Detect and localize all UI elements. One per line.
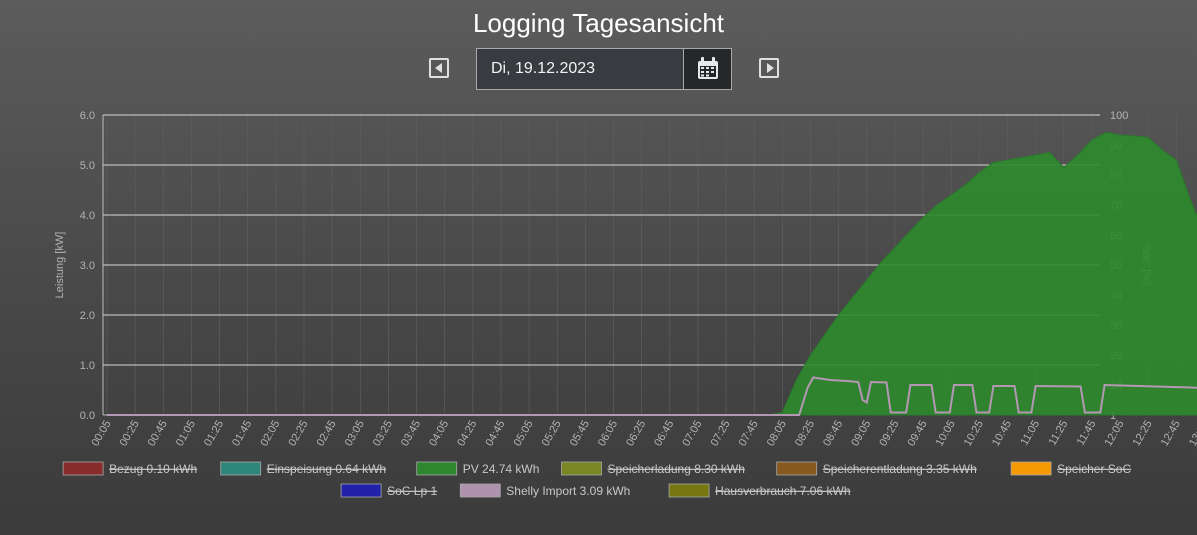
x-tick-label: 10:05: [934, 419, 958, 449]
x-tick-label: 13:05: [1187, 419, 1197, 449]
x-tick-label: 03:25: [371, 419, 395, 449]
legend-swatch: [561, 461, 602, 476]
legend-item: Speicherentladung 3.35 kWh: [823, 462, 977, 476]
x-tick-label: 10:45: [990, 419, 1014, 449]
y-left-tick-label: 1.0: [80, 360, 95, 372]
legend-swatch: [1010, 461, 1052, 476]
legend-item: Shelly Import 3.09 kWh: [506, 484, 630, 498]
legend-swatch: [62, 461, 104, 476]
legend-swatch: [416, 461, 458, 476]
x-tick-label: 09:45: [906, 419, 930, 449]
x-tick-label: 07:05: [680, 419, 704, 449]
x-tick-label: 03:45: [399, 419, 423, 449]
x-tick-label: 01:45: [230, 419, 254, 449]
x-tick-label: 12:05: [1102, 419, 1126, 449]
series-pv-area: [107, 131, 1197, 416]
legend-item: Speicherladung 8.30 kWh: [608, 462, 745, 476]
x-tick-label: 11:05: [1018, 419, 1042, 448]
legend-swatch: [340, 483, 382, 498]
y-right-tick-label: 100: [1110, 110, 1128, 122]
x-tick-label: 04:25: [455, 419, 479, 449]
x-tick-label: 06:05: [596, 419, 620, 449]
x-tick-label: 06:45: [652, 419, 676, 449]
x-tick-label: 00:45: [146, 419, 170, 449]
x-tick-label: 02:05: [258, 419, 282, 449]
x-tick-label: 08:05: [765, 419, 789, 449]
y-right-tick-label: 1: [1110, 410, 1116, 422]
legend-swatch: [459, 483, 501, 498]
x-tick-label: 01:05: [174, 419, 198, 449]
caret-right-icon: [767, 63, 774, 73]
x-tick-label: 02:25: [286, 419, 310, 449]
legend-item: PV 24.74 kWh: [463, 462, 540, 476]
x-tick-label: 07:45: [737, 419, 761, 449]
date-picker: [476, 48, 732, 90]
y-left-axis-title: Leistung [kW]: [54, 232, 66, 299]
legend-swatch: [776, 461, 818, 476]
calendar-icon: [698, 57, 718, 79]
x-tick-label: 07:25: [709, 419, 733, 449]
legend-swatch: [668, 483, 710, 498]
x-tick-label: 12:45: [1159, 419, 1183, 449]
caret-left-icon: [435, 63, 442, 73]
x-tick-label: 10:25: [962, 419, 986, 449]
legend-item: Speicher SoC: [1057, 462, 1131, 476]
legend-item: SoC Lp 1: [387, 484, 437, 498]
x-tick-label: 00:25: [118, 419, 142, 449]
y-left-tick-label: 2.0: [80, 310, 95, 322]
x-tick-label: 09:05: [849, 419, 873, 449]
x-tick-label: 05:05: [512, 419, 536, 449]
x-tick-label: 05:45: [568, 419, 592, 449]
x-tick-label: 04:05: [427, 419, 451, 449]
daily-logging-chart: 0.01.02.03.04.05.06.01102030405060708090…: [54, 110, 1197, 498]
legend-item: Bezug 0.10 kWh: [109, 462, 197, 476]
y-left-tick-label: 4.0: [80, 210, 95, 222]
legend-item: Hausverbrauch 7.06 kWh: [715, 484, 850, 498]
y-left-tick-label: 6.0: [80, 110, 95, 122]
x-tick-label: 11:25: [1047, 419, 1071, 448]
x-tick-label: 08:25: [793, 419, 817, 449]
x-tick-label: 09:25: [877, 419, 901, 449]
y-left-tick-label: 3.0: [80, 260, 95, 272]
previous-day-button[interactable]: [429, 58, 449, 78]
x-tick-label: 04:45: [483, 419, 507, 449]
date-input[interactable]: [477, 49, 683, 89]
x-tick-label: 02:45: [315, 419, 339, 449]
x-tick-label: 08:45: [821, 419, 845, 449]
y-left-tick-label: 0.0: [80, 410, 95, 422]
x-tick-label: 05:25: [540, 419, 564, 449]
x-tick-label: 03:05: [343, 419, 367, 449]
x-tick-label: 00:05: [89, 419, 113, 449]
x-tick-label: 12:25: [1131, 419, 1155, 449]
legend-swatch: [220, 461, 262, 476]
next-day-button[interactable]: [759, 58, 779, 78]
series-shelly-import-line: [107, 376, 1197, 416]
calendar-button[interactable]: [683, 49, 731, 89]
x-tick-label: 01:25: [202, 419, 226, 449]
x-tick-label: 11:45: [1075, 419, 1099, 448]
x-tick-label: 06:25: [624, 419, 648, 449]
legend-item: Einspeisung 0.64 kWh: [267, 462, 386, 476]
y-left-tick-label: 5.0: [80, 160, 95, 172]
page-title: Logging Tagesansicht: [472, 8, 725, 38]
